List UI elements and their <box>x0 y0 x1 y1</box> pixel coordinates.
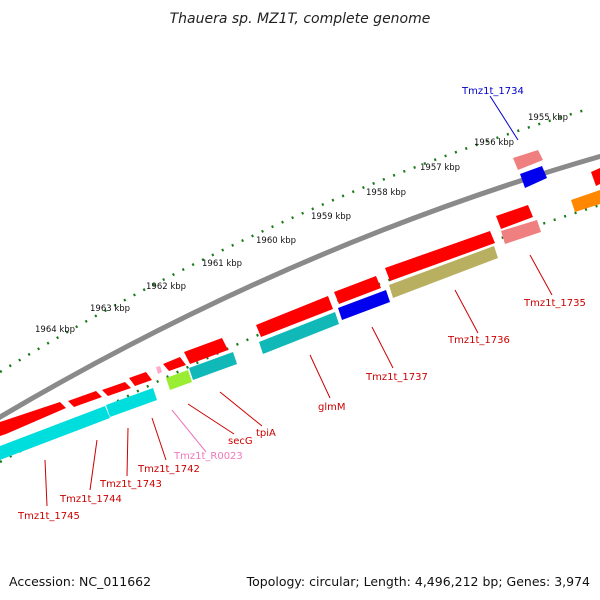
gene-labels: Tmz1t_1734 Tmz1t_1735 Tmz1t_1736 Tmz1t_1… <box>17 86 586 522</box>
leader-line <box>489 95 519 141</box>
feature-arrow <box>166 370 192 390</box>
gene-label-tmz1t-1745: Tmz1t_1745 <box>17 511 80 522</box>
kbp-label-1957: 1957 kbp <box>420 163 460 173</box>
gene-leader-lines <box>44 95 553 507</box>
gene-label-tpia: tpiA <box>256 428 276 439</box>
feature-arrow <box>102 382 131 396</box>
kbp-label-1964: 1964 kbp <box>35 325 75 335</box>
feature-arrow <box>496 205 533 229</box>
reverse-strand-features <box>0 166 600 460</box>
forward-strand-features <box>0 150 600 436</box>
accession-label: Accession: NC_011662 <box>9 574 151 589</box>
leader-line <box>309 354 331 399</box>
gene-label-tmz1t-1742: Tmz1t_1742 <box>137 464 200 475</box>
feature-arrow <box>520 166 547 188</box>
leader-line <box>187 403 235 435</box>
kbp-label-1960: 1960 kbp <box>256 236 296 246</box>
kbp-label-1963: 1963 kbp <box>90 304 130 314</box>
feature-arrow <box>68 391 102 407</box>
feature-arrow <box>106 388 157 417</box>
feature-arrow <box>184 338 228 364</box>
kbp-label-1959: 1959 kbp <box>311 212 351 222</box>
gene-label-tmz1t-1737: Tmz1t_1737 <box>365 372 428 383</box>
leader-line <box>151 417 167 461</box>
feature-arrow <box>513 150 543 170</box>
kbp-label-1955: 1955 kbp <box>528 113 568 123</box>
genome-summary: Topology: circular; Length: 4,496,212 bp… <box>246 574 590 589</box>
feature-arrow <box>256 296 333 337</box>
kbp-label-1962: 1962 kbp <box>146 282 186 292</box>
feature-arrow <box>189 352 237 380</box>
kbp-label-1961: 1961 kbp <box>202 259 242 269</box>
feature-arrow <box>0 406 110 460</box>
feature-arrow <box>571 190 600 212</box>
feature-arrow <box>591 168 600 186</box>
leader-line <box>371 326 394 369</box>
scale-labels: 1955 kbp 1956 kbp 1957 kbp 1958 kbp 1959… <box>35 113 568 335</box>
leader-line <box>454 289 479 334</box>
gene-label-tmz1t-1744: Tmz1t_1744 <box>59 494 122 505</box>
gene-label-secg: secG <box>228 436 253 447</box>
feature-arrow <box>156 366 162 374</box>
genome-backbone <box>0 153 600 420</box>
leader-line <box>126 427 129 477</box>
feature-arrow <box>334 276 381 304</box>
feature-arrow <box>129 372 152 386</box>
feature-arrow <box>338 290 390 320</box>
feature-arrow <box>389 246 498 298</box>
kbp-label-1958: 1958 kbp <box>366 188 406 198</box>
leader-line <box>529 254 553 296</box>
map-title: Thauera sp. MZ1T, complete genome <box>170 11 431 27</box>
feature-arrow <box>385 231 495 281</box>
gene-label-tmz1t-1734: Tmz1t_1734 <box>461 86 524 97</box>
feature-arrow <box>259 312 339 354</box>
leader-line <box>44 459 48 507</box>
leader-line <box>171 409 207 453</box>
gene-label-tmz1t-1735: Tmz1t_1735 <box>523 298 586 309</box>
feature-arrow <box>163 357 186 371</box>
gene-label-tmz1t-1743: Tmz1t_1743 <box>99 479 162 490</box>
leader-line <box>89 439 98 491</box>
feature-arrow <box>501 220 541 244</box>
gene-label-glmm: glmM <box>318 402 346 413</box>
feature-arrow <box>0 402 66 436</box>
leader-line <box>219 391 263 427</box>
kbp-label-1956: 1956 kbp <box>474 138 514 148</box>
gene-label-tmz1t-1736: Tmz1t_1736 <box>447 335 510 346</box>
gene-label-tmz1t-r0023: Tmz1t_R0023 <box>173 451 243 462</box>
